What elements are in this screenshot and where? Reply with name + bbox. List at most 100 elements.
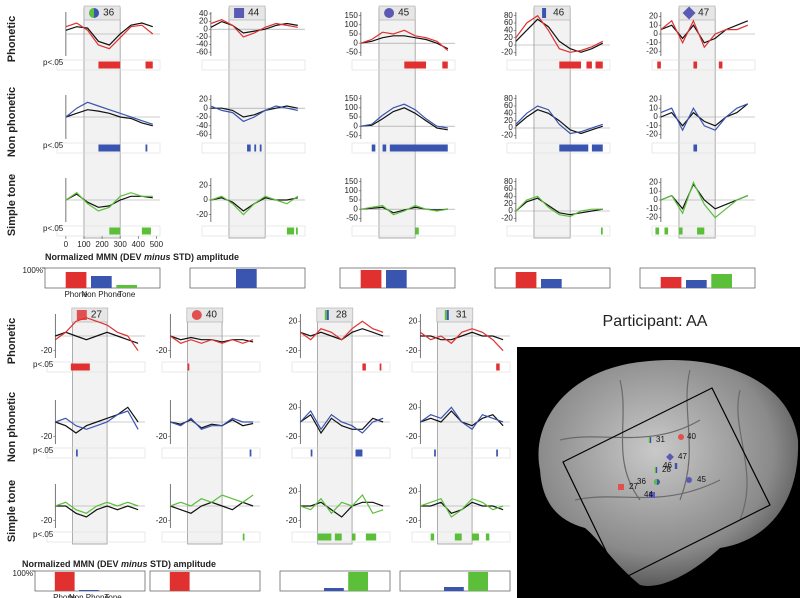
sig-bar bbox=[404, 61, 427, 69]
electrode-label: 45 bbox=[398, 8, 410, 19]
sig-bar bbox=[145, 61, 153, 69]
analysis-window bbox=[228, 7, 266, 239]
y-tick-label: 80 bbox=[504, 177, 513, 186]
standard-trace bbox=[300, 501, 384, 518]
y-tick-label: 0 bbox=[508, 206, 513, 215]
y-tick-label: -20 bbox=[196, 210, 208, 219]
brain bbox=[538, 360, 799, 586]
sig-bar bbox=[595, 61, 603, 69]
brain-sulci bbox=[559, 369, 748, 521]
electrode-icon bbox=[654, 467, 656, 473]
deviant-trace bbox=[65, 101, 153, 125]
electrode-icon bbox=[76, 310, 87, 320]
sig-label: p<.05 bbox=[43, 58, 64, 67]
sig-bar bbox=[249, 449, 252, 457]
y-tick-label: 100 bbox=[345, 103, 359, 112]
deviant-trace bbox=[660, 19, 749, 49]
y-tick-label: 20 bbox=[408, 486, 417, 495]
sig-bar bbox=[295, 227, 298, 235]
sig-bar bbox=[379, 363, 382, 371]
sig-strip bbox=[506, 59, 611, 71]
sig-strip bbox=[161, 361, 261, 373]
electrode-icon bbox=[648, 437, 650, 443]
sig-bar bbox=[109, 227, 121, 235]
deviant-trace bbox=[170, 494, 254, 507]
deviant-trace bbox=[210, 19, 298, 38]
y-tick-label: 40 bbox=[504, 108, 513, 117]
electrode-icon bbox=[384, 8, 395, 18]
bar-tick-label: 100% bbox=[23, 266, 43, 275]
electrode-label: 31 bbox=[456, 310, 468, 321]
electrode-icon bbox=[666, 453, 674, 461]
sig-bar bbox=[145, 144, 148, 152]
deviant-trace bbox=[210, 195, 299, 216]
sig-strip bbox=[161, 447, 261, 459]
sig-bar bbox=[141, 227, 151, 235]
y-tick-label: 0 bbox=[653, 195, 658, 204]
sig-bar bbox=[600, 227, 603, 235]
y-tick-label: -20 bbox=[41, 346, 53, 355]
y-tick-label: 20 bbox=[649, 12, 658, 21]
brain-electrode-label: 44 bbox=[644, 490, 653, 499]
deviant-trace bbox=[360, 29, 449, 51]
sig-bar bbox=[76, 449, 78, 457]
y-tick-label: 0 bbox=[203, 24, 208, 33]
electrode-label: 46 bbox=[553, 8, 565, 19]
sig-strip bbox=[161, 531, 261, 543]
sig-bar bbox=[187, 363, 190, 371]
y-tick-label: -20 bbox=[156, 346, 168, 355]
y-tick-label: -10 bbox=[646, 204, 658, 213]
y-tick-label: -50 bbox=[346, 47, 358, 56]
deviant-trace bbox=[419, 406, 504, 431]
y-tick-label: 150 bbox=[345, 94, 359, 103]
sig-bar bbox=[362, 363, 366, 371]
deviant-trace bbox=[54, 317, 139, 352]
sig-strip bbox=[651, 142, 756, 154]
bar-category: Phone bbox=[53, 593, 77, 598]
sig-strip bbox=[291, 361, 391, 373]
sig-bar bbox=[586, 61, 592, 69]
bar-category: Non Phone bbox=[81, 290, 122, 299]
mmn-bar bbox=[91, 276, 112, 288]
bar-chart-title-part: STD) amplitude bbox=[171, 252, 240, 262]
electrode-icon bbox=[650, 437, 652, 443]
electrode-icon bbox=[326, 310, 329, 320]
sig-bar bbox=[718, 61, 723, 69]
sig-strip bbox=[506, 142, 611, 154]
row-label: Simple tone bbox=[6, 480, 18, 542]
electrode-tag bbox=[316, 307, 354, 323]
sig-bar bbox=[317, 533, 332, 541]
sig-strip bbox=[291, 447, 391, 459]
bar-tick-label: 100% bbox=[13, 569, 33, 578]
y-tick-label: 20 bbox=[504, 33, 513, 42]
standard-trace bbox=[55, 331, 139, 344]
standard-trace bbox=[660, 103, 749, 127]
electrode-icon bbox=[446, 310, 449, 320]
y-tick-label: 20 bbox=[199, 180, 208, 189]
electrode-label: 27 bbox=[91, 310, 103, 321]
y-tick-label: -20 bbox=[286, 432, 298, 441]
y-tick-label: -20 bbox=[501, 47, 513, 56]
sig-strip bbox=[46, 361, 146, 373]
y-tick-label: 40 bbox=[199, 9, 208, 18]
y-tick-label: 20 bbox=[504, 199, 513, 208]
sig-bar bbox=[442, 61, 448, 69]
sig-bar bbox=[242, 533, 245, 541]
standard-trace bbox=[515, 18, 604, 53]
y-tick-label: -20 bbox=[286, 516, 298, 525]
grid-outline bbox=[562, 387, 771, 581]
sig-strip bbox=[291, 531, 391, 543]
y-tick-label: 60 bbox=[504, 101, 513, 110]
electrode-icon bbox=[234, 8, 245, 18]
y-tick-label: -50 bbox=[346, 130, 358, 139]
sig-label: p<.05 bbox=[33, 360, 54, 369]
electrode-icon bbox=[324, 310, 327, 320]
sig-strip bbox=[351, 225, 456, 237]
sig-strip bbox=[506, 225, 611, 237]
deviant-trace bbox=[170, 417, 254, 430]
y-tick-label: 20 bbox=[649, 178, 658, 187]
bar-chart-title-part: minus bbox=[121, 559, 148, 569]
mmn-bar bbox=[79, 590, 99, 591]
analysis-window bbox=[533, 7, 571, 239]
sig-bar bbox=[655, 227, 660, 235]
